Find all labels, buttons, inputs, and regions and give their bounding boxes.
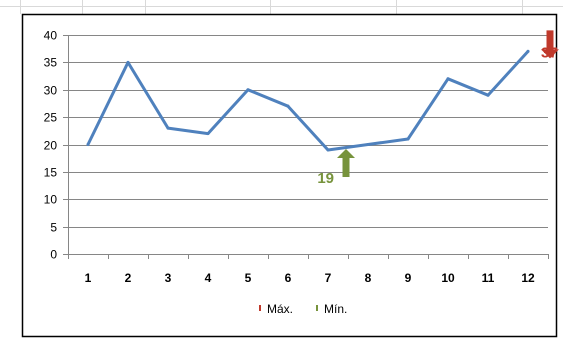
min-arrow-icon xyxy=(337,148,355,177)
data-point xyxy=(166,126,170,130)
legend[interactable]: Máx. Mín. xyxy=(259,302,347,316)
annotations: 3719 xyxy=(317,30,559,187)
data-point xyxy=(286,104,290,108)
x-tick-label: 5 xyxy=(245,271,252,285)
gridlines xyxy=(68,35,548,228)
x-tick-label: 9 xyxy=(405,271,412,285)
data-point xyxy=(446,77,450,81)
data-point xyxy=(126,60,130,64)
y-tick-label: 0 xyxy=(50,248,57,262)
x-tick-label: 7 xyxy=(325,271,332,285)
series-line xyxy=(86,49,530,152)
x-tick-label: 6 xyxy=(285,271,292,285)
data-point xyxy=(406,137,410,141)
legend-label: Máx. xyxy=(267,302,293,316)
x-tick-label: 1 xyxy=(85,271,92,285)
data-point xyxy=(86,143,90,146)
data-point xyxy=(526,49,530,53)
chart-area[interactable] xyxy=(21,13,558,338)
legend-marker xyxy=(259,305,261,311)
legend-label: Mín. xyxy=(324,302,347,316)
y-tick-label: 40 xyxy=(44,29,58,43)
y-tick-label: 15 xyxy=(44,166,58,180)
y-tick-labels: 0 5 10 15 20 25 30 35 40 xyxy=(44,29,58,262)
y-tick-label: 10 xyxy=(44,193,58,207)
y-tick-label: 35 xyxy=(44,56,58,70)
data-point xyxy=(206,132,210,136)
y-tick-label: 5 xyxy=(50,221,57,235)
y-tick-label: 20 xyxy=(44,139,58,153)
x-tick-label: 11 xyxy=(482,271,495,285)
y-tick-label: 30 xyxy=(44,84,58,98)
max-arrow-icon xyxy=(541,30,559,59)
x-tick-labels: 1 2 3 4 5 6 7 8 9 10 11 12 xyxy=(85,271,535,285)
data-point xyxy=(366,143,370,146)
x-tick-label: 2 xyxy=(125,271,132,285)
x-tick-label: 3 xyxy=(165,271,172,285)
x-tick-label: 10 xyxy=(441,271,455,285)
y-tick-label: 25 xyxy=(44,111,58,125)
x-tick-label: 4 xyxy=(205,271,212,285)
data-point xyxy=(246,88,250,92)
x-tick-label: 12 xyxy=(521,271,535,285)
min-value-label: 19 xyxy=(317,170,334,187)
data-point xyxy=(326,148,330,152)
x-tick-label: 8 xyxy=(365,271,372,285)
data-point xyxy=(486,93,490,97)
legend-marker xyxy=(316,305,318,311)
sheet-gridlines xyxy=(0,0,563,14)
series-lines[interactable] xyxy=(86,49,530,152)
axes xyxy=(63,35,549,259)
